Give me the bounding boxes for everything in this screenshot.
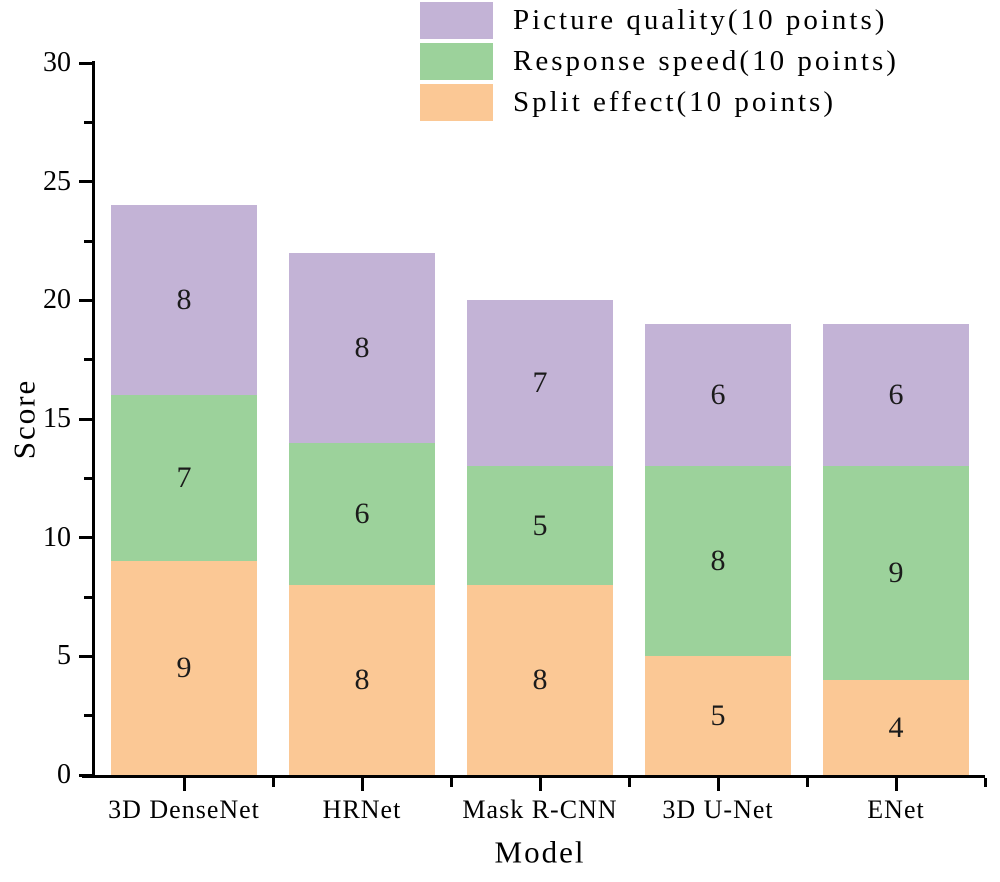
plot-area: 0 5 10 15 20 25 30 3D DenseNet HRNet Mask R-CNN 3… [43,49,987,823]
legend-row: Picture quality(10 points) [420,2,899,39]
bar-segment: 5 [645,656,791,775]
x-tick-label: Mask R-CNN [462,795,618,824]
x-major-tick [716,778,720,791]
segment-value-label: 6 [888,378,904,412]
y-minor-tick [84,476,92,480]
segment-value-label: 5 [532,508,548,542]
segment-value-label: 8 [176,283,192,317]
bar-segment: 6 [289,442,435,586]
segment-value-label: 6 [710,378,726,412]
bar-3d-densenet: 9 7 8 [111,63,257,775]
x-tick-label: 3D U-Net [662,795,774,824]
x-axis-title: Model [494,834,586,870]
legend-label: Picture quality(10 points) [513,4,888,36]
x-major-tick [182,778,186,791]
segment-value-label: 9 [888,556,904,590]
y-tick-label: 0 [57,759,71,790]
y-major-tick [79,654,92,658]
chart-legend: Picture quality(10 points) Response speed… [420,2,899,125]
bar-hrnet: 8 6 8 [289,63,435,775]
legend-swatch [420,2,493,39]
bar-segment: 9 [111,561,257,775]
segment-value-label: 8 [354,663,370,697]
bar-segment: 9 [823,466,969,681]
bar-segment: 7 [467,300,613,467]
y-major-tick [79,61,92,65]
bar-mask-r-cnn: 8 5 7 [467,63,613,775]
y-axis-title: Score [6,378,42,460]
y-tick-label: 20 [43,284,71,316]
x-major-tick [538,778,542,791]
x-minor-tick [805,778,809,787]
segment-value-label: 5 [710,698,726,732]
x-minor-tick [983,778,987,787]
y-axis-spine [92,61,95,778]
bar-segment: 8 [111,205,257,396]
y-major-tick [79,298,92,302]
legend-label: Response speed(10 points) [513,45,899,77]
segment-value-label: 8 [532,663,548,697]
y-tick-label: 10 [43,521,71,553]
x-minor-tick [627,778,631,787]
bar-segment: 8 [645,466,791,657]
x-tick-label: HRNet [322,795,402,824]
segment-value-label: 7 [532,366,548,400]
segment-value-label: 8 [354,330,370,364]
x-tick-label: 3D DenseNet [108,795,260,824]
y-tick-label: 5 [57,640,71,672]
x-minor-tick [271,778,275,787]
bar-segment: 7 [111,395,257,562]
bar-segment: 8 [467,585,613,775]
y-major-tick [79,773,92,777]
segment-value-label: 6 [354,496,370,530]
x-major-tick [360,778,364,791]
bar-segment: 8 [289,252,435,443]
y-minor-tick [84,595,92,599]
x-major-tick [894,778,898,791]
y-tick-label: 15 [43,403,71,434]
legend-row: Split effect(10 points) [420,84,899,121]
y-tick-label: 25 [43,165,71,197]
y-minor-tick [84,358,92,362]
y-minor-tick [84,714,92,718]
legend-label: Split effect(10 points) [513,86,836,118]
segment-value-label: 8 [710,544,726,578]
bar-segment: 8 [289,585,435,775]
x-tick-label: ENet [867,795,925,824]
y-major-tick [79,417,92,421]
segment-value-label: 9 [176,651,192,685]
legend-swatch [420,84,493,121]
bar-segment: 4 [823,680,969,775]
bar-segment: 6 [645,324,791,467]
bar-3d-u-net: 5 8 6 [645,63,791,775]
y-tick-label: 30 [43,47,71,78]
y-major-tick [79,180,92,184]
bar-segment: 5 [467,466,613,586]
segment-value-label: 4 [888,710,904,744]
segment-value-label: 7 [176,461,192,495]
legend-row: Response speed(10 points) [420,43,899,80]
bar-segment: 6 [823,324,969,467]
bar-enet: 4 9 6 [823,63,969,775]
legend-swatch [420,43,493,80]
x-minor-tick [449,778,453,787]
x-axis-spine [82,775,985,778]
y-major-tick [79,536,92,540]
y-minor-tick [84,239,92,243]
y-minor-tick [84,120,92,124]
